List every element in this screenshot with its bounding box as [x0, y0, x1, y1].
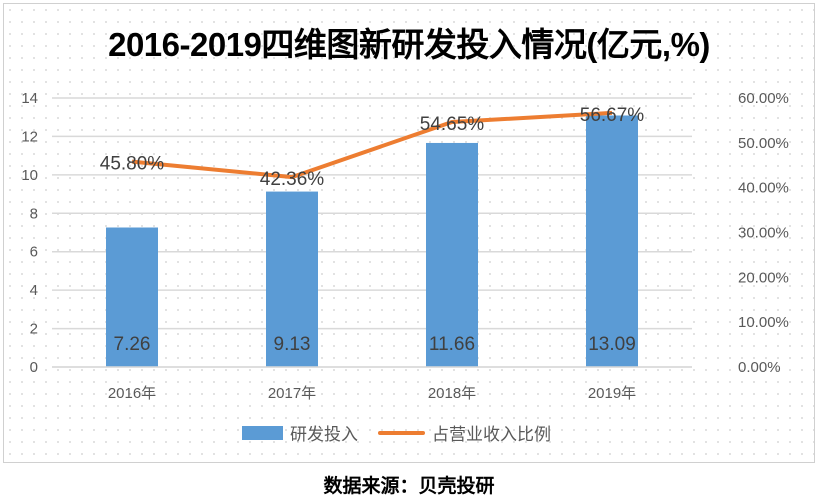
bar [106, 227, 158, 367]
x-tick-label: 2016年 [108, 385, 156, 402]
y-left-tick-label: 2 [30, 321, 38, 338]
bar-data-label: 13.09 [588, 334, 636, 355]
bar-data-label: 9.13 [274, 334, 311, 355]
series-line [131, 110, 613, 180]
y-right-tick-label: 60.00% [738, 90, 789, 107]
bar-data-label: 11.66 [429, 334, 475, 355]
y-left-tick-label: 8 [30, 205, 38, 222]
legend-label: 占营业收入比例 [432, 425, 551, 445]
chart-frame [3, 3, 815, 463]
line-data-label: 54.65% [420, 114, 485, 135]
legend-swatch-bar [242, 426, 283, 440]
y-left-tick-label: 12 [21, 128, 38, 145]
x-tick-label: 2017年 [268, 385, 316, 402]
line-data-label: 45.80% [100, 154, 165, 175]
bar [586, 115, 638, 367]
bar [426, 142, 478, 367]
y-left-tick-label: 10 [21, 167, 38, 184]
x-tick-label: 2019年 [588, 385, 636, 402]
line-data-label: 42.36% [260, 169, 325, 190]
y-right-tick-label: 0.00% [738, 359, 781, 376]
source-note: 数据来源：贝壳投研 [323, 475, 495, 497]
x-tick-label: 2018年 [428, 385, 476, 402]
y-left-tick-label: 6 [30, 244, 38, 261]
y-right-tick-label: 20.00% [738, 269, 789, 286]
bar [266, 191, 318, 367]
y-left-tick-label: 14 [21, 90, 38, 107]
y-left-tick-label: 0 [30, 359, 38, 376]
y-right-tick-label: 30.00% [738, 225, 789, 242]
bar-data-label: 7.26 [114, 334, 151, 355]
y-right-tick-label: 50.00% [738, 135, 789, 152]
y-left-tick-label: 4 [30, 282, 38, 299]
line-data-label: 56.67% [580, 105, 645, 126]
legend-label: 研发投入 [290, 425, 358, 445]
y-right-tick-label: 40.00% [738, 180, 789, 197]
y-right-tick-label: 10.00% [738, 314, 789, 331]
chart-title: 2016-2019四维图新研发投入情况(亿元,%) [108, 26, 710, 63]
